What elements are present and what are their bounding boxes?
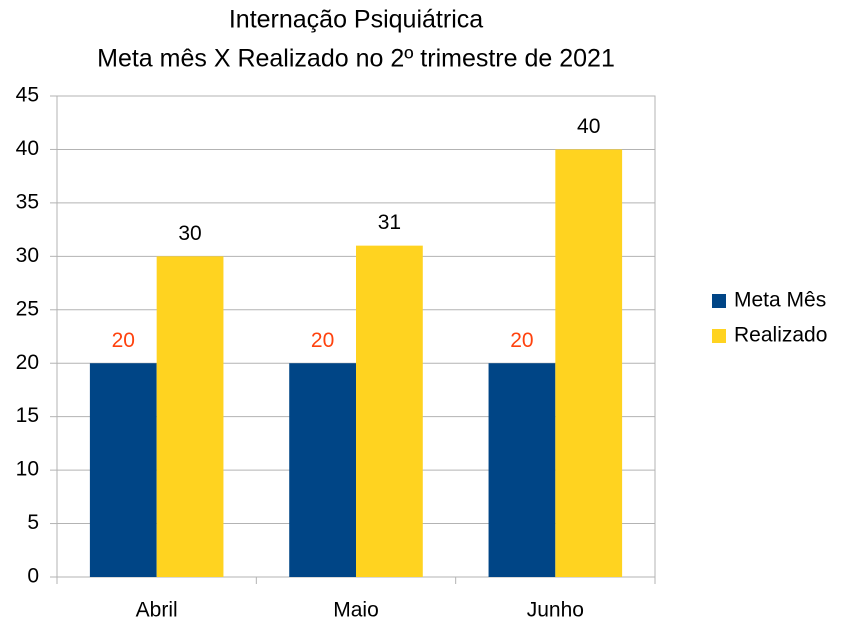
y-tick-label: 45 [16,84,39,107]
chart-title: Internação Psiquiátrica [229,6,483,34]
bar [89,363,157,577]
bar [488,363,556,577]
legend-label: Realizado [734,324,827,347]
data-label: 30 [178,222,201,245]
y-tick-label: 10 [16,458,39,481]
x-tick-label: Abril [136,599,178,621]
data-label: 40 [577,115,600,138]
legend-swatch [712,329,726,343]
data-label: 20 [311,329,334,352]
y-tick-label: 0 [27,565,39,588]
y-tick-label: 20 [16,351,39,374]
chart-subtitle: Meta mês X Realizado no 2º trimestre de … [97,45,615,73]
y-tick-label: 5 [27,511,39,534]
bar [156,256,224,577]
legend-label: Meta Mês [734,289,826,312]
bar [356,245,423,577]
y-tick-label: 25 [16,297,39,320]
y-tick-label: 15 [16,404,39,427]
y-tick-label: 30 [16,244,39,267]
data-label: 31 [378,211,401,234]
data-label: 20 [112,329,135,352]
y-tick-label: 35 [16,190,39,213]
bar [289,363,356,577]
y-tick-label: 40 [16,137,39,160]
legend-swatch [712,294,726,308]
bar [555,149,623,577]
data-label: 20 [510,329,533,352]
x-tick-label: Junho [527,599,584,621]
x-tick-label: Maio [333,599,379,621]
